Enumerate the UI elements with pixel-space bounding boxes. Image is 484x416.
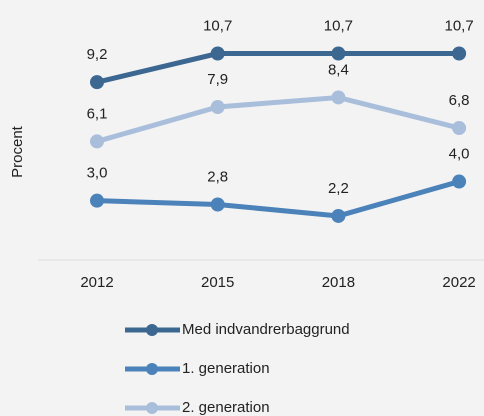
data-label: 8,4	[328, 61, 349, 78]
legend-label: 2. generation	[182, 399, 270, 416]
data-label: 10,7	[324, 17, 353, 34]
legend-label: 1. generation	[182, 360, 270, 377]
data-point	[331, 46, 346, 61]
data-point	[452, 121, 467, 136]
legend-dot	[146, 402, 158, 414]
x-tick-label: 2012	[80, 274, 113, 291]
data-point	[210, 197, 225, 212]
x-tick-label: 2022	[442, 274, 475, 291]
data-label: 10,7	[444, 17, 473, 34]
data-label: 2,2	[328, 180, 349, 197]
data-point	[452, 46, 467, 61]
x-tick-label: 2018	[322, 274, 355, 291]
data-label: 3,0	[87, 165, 108, 182]
series-line	[96, 94, 460, 144]
data-label: 6,1	[87, 105, 108, 122]
data-point	[90, 75, 104, 90]
data-point	[90, 134, 104, 149]
data-label: 6,8	[449, 92, 470, 109]
data-point	[90, 193, 104, 208]
data-label: 2,8	[207, 168, 228, 185]
data-point	[210, 100, 225, 115]
y-axis-label: Procent	[9, 125, 26, 178]
data-label: 10,7	[203, 17, 232, 34]
series-line	[96, 179, 460, 219]
x-tick-label: 2015	[201, 274, 234, 291]
legend-dot	[146, 324, 158, 336]
data-point	[452, 174, 467, 189]
series-line	[96, 51, 460, 85]
data-point	[210, 46, 225, 61]
data-point	[331, 90, 346, 105]
legend-label: Med indvandrerbaggrund	[182, 321, 350, 338]
data-label: 4,0	[449, 146, 470, 163]
data-point	[331, 208, 346, 223]
data-label: 9,2	[87, 46, 108, 63]
data-label: 7,9	[207, 71, 228, 88]
legend-dot	[146, 363, 158, 375]
